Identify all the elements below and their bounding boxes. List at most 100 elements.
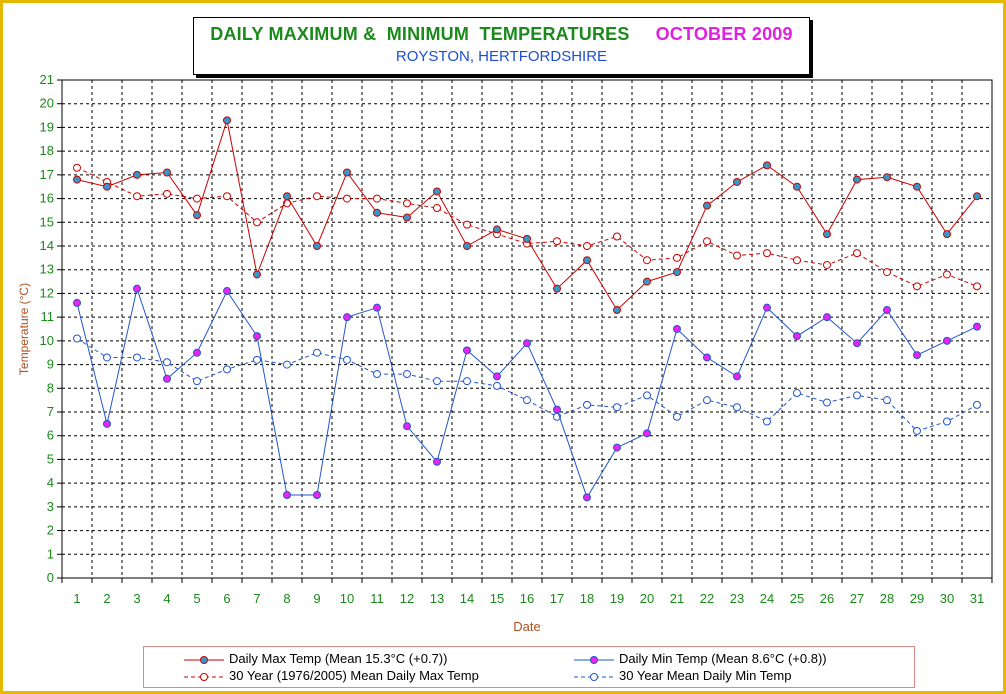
x-tick-label: 23 xyxy=(730,591,744,606)
series-4-point xyxy=(103,353,111,362)
series-2-point xyxy=(793,332,801,341)
x-tick-label: 18 xyxy=(580,591,594,606)
series-3-point xyxy=(883,268,891,277)
series-2-point xyxy=(823,313,831,322)
x-tick-label: 21 xyxy=(670,591,684,606)
y-tick-label: 5 xyxy=(47,451,54,466)
series-1-point xyxy=(703,201,711,210)
x-tick-label: 13 xyxy=(430,591,444,606)
plot-area xyxy=(61,79,993,579)
series-1-point xyxy=(553,284,561,293)
y-tick-label: 6 xyxy=(47,428,54,443)
series-1-point xyxy=(73,175,81,184)
series-4-point xyxy=(883,396,891,405)
x-tick-label: 31 xyxy=(970,591,984,606)
series-2-point xyxy=(463,346,471,355)
series-3-point xyxy=(433,204,441,213)
series-4-point xyxy=(313,348,321,357)
series-3-point xyxy=(913,282,921,291)
y-tick-label: 13 xyxy=(40,262,54,277)
series-3-point xyxy=(163,189,171,198)
series-1-point xyxy=(613,306,621,315)
series-3-point xyxy=(133,192,141,201)
legend-swatch xyxy=(184,672,224,681)
series-4-point xyxy=(613,403,621,412)
series-2-point xyxy=(253,332,261,341)
series-4-point xyxy=(193,377,201,386)
x-tick-label: 19 xyxy=(610,591,624,606)
series-3-point xyxy=(403,199,411,208)
x-tick-label: 12 xyxy=(400,591,414,606)
series-4-point xyxy=(433,377,441,386)
series-3-point xyxy=(973,282,981,291)
series-2-point xyxy=(223,287,231,296)
series-4-point xyxy=(763,417,771,426)
x-tick-label: 28 xyxy=(880,591,894,606)
series-2-point xyxy=(583,493,591,502)
y-tick-label: 20 xyxy=(40,96,54,111)
series-3-point xyxy=(763,249,771,258)
series-1-point xyxy=(853,175,861,184)
series-4-point xyxy=(373,370,381,379)
series-2-point xyxy=(703,353,711,362)
series-1-point xyxy=(193,211,201,220)
series-3-point xyxy=(943,270,951,279)
series-3-point xyxy=(793,256,801,265)
series-1-point xyxy=(373,208,381,217)
series-3-point xyxy=(223,192,231,201)
series-4-point xyxy=(403,370,411,379)
series-2-point xyxy=(883,306,891,315)
series-4-point xyxy=(733,403,741,412)
x-tick-label: 10 xyxy=(340,591,354,606)
series-3-point xyxy=(673,253,681,262)
x-tick-label: 2 xyxy=(103,591,110,606)
x-tick-label: 7 xyxy=(253,591,260,606)
x-tick-label: 25 xyxy=(790,591,804,606)
series-4-point xyxy=(823,398,831,407)
series-3-point xyxy=(343,194,351,203)
series-3-point xyxy=(253,218,261,227)
series-3-point xyxy=(853,249,861,258)
series-2-point xyxy=(943,336,951,345)
legend-label: 30 Year (1976/2005) Mean Daily Max Temp xyxy=(229,668,479,683)
series-2-point xyxy=(133,284,141,293)
y-tick-label: 19 xyxy=(40,119,54,134)
series-3-point xyxy=(73,163,81,172)
x-tick-label: 8 xyxy=(283,591,290,606)
y-tick-label: 14 xyxy=(40,238,54,253)
legend-swatch xyxy=(184,655,224,664)
series-3-point xyxy=(643,256,651,265)
series-3-point xyxy=(193,194,201,203)
series-2-point xyxy=(313,491,321,499)
series-1-point xyxy=(883,173,891,182)
series-4-point xyxy=(253,355,261,364)
y-tick-label: 7 xyxy=(47,404,54,419)
x-tick-label: 3 xyxy=(133,591,140,606)
x-tick-label: 11 xyxy=(370,591,384,606)
x-tick-label: 29 xyxy=(910,591,924,606)
series-1-point xyxy=(403,213,411,222)
x-tick-label: 30 xyxy=(940,591,954,606)
x-tick-label: 24 xyxy=(760,591,774,606)
y-tick-label: 4 xyxy=(47,475,54,490)
series-2-point xyxy=(913,351,921,360)
series-3-point xyxy=(553,237,561,246)
series-4-point xyxy=(913,426,921,435)
series-1-point xyxy=(253,270,261,279)
series-1-point xyxy=(283,192,291,201)
series-2-point xyxy=(733,372,741,381)
series-1-point xyxy=(973,192,981,201)
y-tick-label: 21 xyxy=(40,72,54,87)
series-2-point xyxy=(163,374,171,383)
chart-title-box: DAILY MAXIMUM & MINIMUM TEMPERATURES OCT… xyxy=(193,17,810,75)
series-3-point xyxy=(463,220,471,229)
series-2-point xyxy=(973,322,981,331)
y-tick-label: 0 xyxy=(47,570,54,585)
y-tick-label: 1 xyxy=(47,546,54,561)
series-1-point xyxy=(523,234,531,243)
y-tick-label: 15 xyxy=(40,214,54,229)
legend-swatch xyxy=(574,655,614,664)
series-1-point xyxy=(763,161,771,170)
series-1-point xyxy=(793,182,801,191)
series-4-point xyxy=(463,377,471,386)
